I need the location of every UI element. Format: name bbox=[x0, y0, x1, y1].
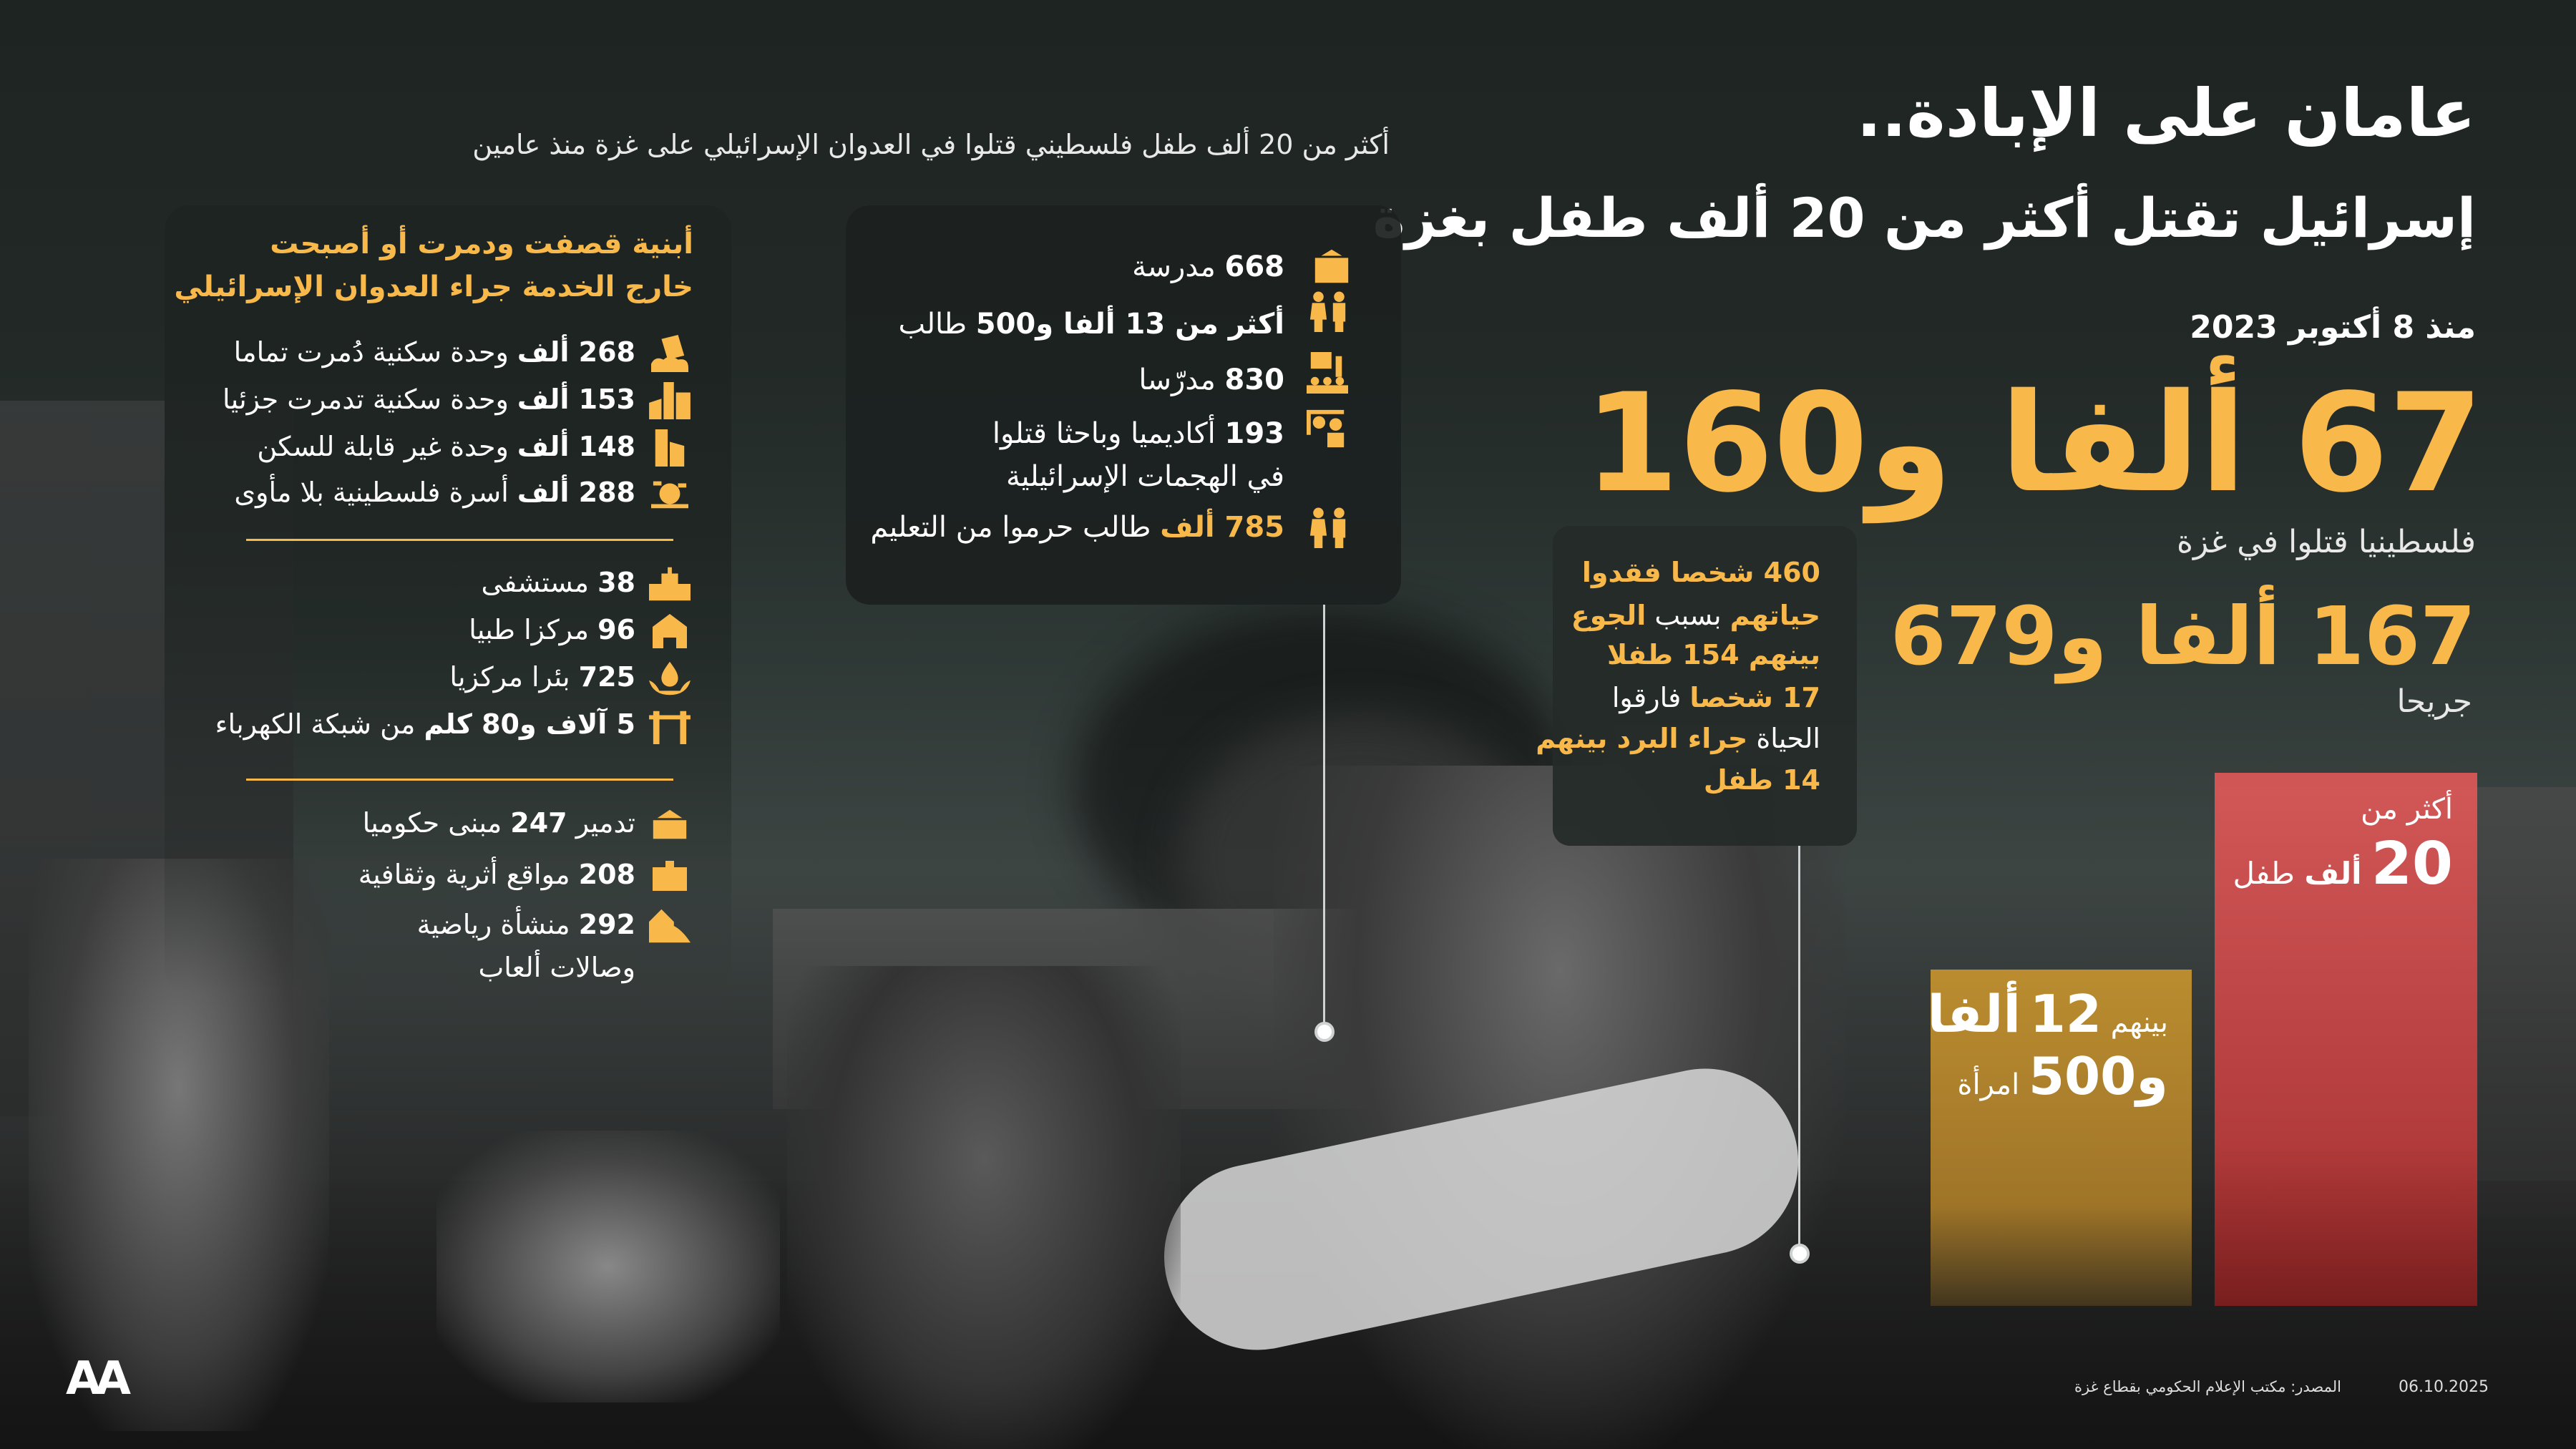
list-item: 268 ألف وحدة سكنية دُمرت تماما bbox=[233, 336, 635, 368]
list-item: 148 ألف وحدة غير قابلة للسكن bbox=[257, 431, 635, 462]
aa-logo: AA bbox=[66, 1352, 131, 1405]
uninhabitable-building-icon bbox=[655, 429, 685, 467]
divider bbox=[246, 779, 673, 781]
hospital-icon bbox=[649, 565, 691, 602]
list-item-continued: في الهجمات الإسرائيلية bbox=[1005, 460, 1284, 493]
homeless-family-icon bbox=[649, 475, 691, 512]
page-title: عامان على الإبادة.. bbox=[1856, 75, 2476, 152]
list-item: أكثر من 13 ألفا و500 طالب bbox=[898, 308, 1284, 341]
destroyed-building-icon bbox=[649, 335, 691, 372]
children-prefix: أكثر من bbox=[2361, 793, 2453, 826]
mother-child-photo bbox=[787, 966, 1181, 1449]
injured-label: جريحا bbox=[2396, 683, 2472, 720]
divider bbox=[246, 539, 673, 541]
water-well-icon bbox=[649, 660, 691, 697]
list-item: 830 مدرّسا bbox=[1138, 364, 1284, 396]
sports-facility-icon bbox=[649, 907, 691, 945]
hunger-panel bbox=[1553, 526, 1857, 846]
car-loaded-photo bbox=[436, 1131, 780, 1402]
hunger-line: بينهم 154 طفلا bbox=[1607, 639, 1820, 670]
damaged-buildings-icon bbox=[649, 382, 691, 419]
children-box bbox=[2215, 773, 2477, 1306]
injured-count: 167 ألفا و679 bbox=[1890, 590, 2476, 683]
since-date: منذ 8 أكتوبر 2023 bbox=[2190, 309, 2476, 346]
students-icon bbox=[1308, 288, 1350, 335]
women-box bbox=[1931, 970, 2192, 1306]
power-grid-icon bbox=[649, 707, 691, 744]
buildings-panel bbox=[165, 205, 731, 992]
list-item: 5 آلاف و80 كلم من شبكة الكهرباء bbox=[215, 708, 635, 740]
list-item: 668 مدرسة bbox=[1132, 250, 1284, 283]
medical-center-icon bbox=[653, 613, 687, 650]
list-item: تدمير 247 مبنى حكوميا bbox=[362, 807, 635, 839]
hunger-line: 17 شخصا فارقوا bbox=[1611, 682, 1820, 713]
list-item: 785 ألف طالب حرموا من التعليم bbox=[870, 511, 1284, 544]
heritage-site-icon bbox=[653, 857, 687, 894]
page-title-line2: إسرائيل تقتل أكثر من 20 ألف طفل بغزة bbox=[1372, 186, 2476, 250]
hunger-line: 460 شخصا فقدوا bbox=[1581, 557, 1820, 588]
list-item: 96 مركزا طبيا bbox=[469, 614, 635, 645]
killed-label: فلسطينيا قتلوا في غزة bbox=[2176, 524, 2476, 560]
connector-dot bbox=[1790, 1244, 1810, 1264]
students-icon bbox=[1308, 504, 1350, 551]
subtitle: أكثر من 20 ألف طفل فلسطيني قتلوا في العد… bbox=[472, 129, 1390, 160]
hunger-line: حياتهم بسبب الجوع bbox=[1571, 600, 1820, 631]
list-item-continued: وصالات ألعاب bbox=[478, 952, 635, 983]
connector-line bbox=[1798, 846, 1800, 1252]
education-panel bbox=[846, 205, 1401, 605]
list-item: 38 مستشفى bbox=[481, 567, 636, 598]
buildings-heading: أبنية قصفت ودمرت أو أصبحت bbox=[270, 228, 693, 260]
academic-icon bbox=[1307, 408, 1348, 449]
hunger-line: الحياة جراء البرد بينهم bbox=[1536, 723, 1820, 754]
list-item: 153 ألف وحدة سكنية تدمرت جزئيا bbox=[223, 384, 635, 415]
school-icon bbox=[1311, 248, 1352, 285]
government-building-icon bbox=[649, 806, 691, 843]
list-item: 292 منشأة رياضية bbox=[416, 909, 635, 940]
women-count-line2: و500 امرأة bbox=[1957, 1046, 2168, 1106]
hunger-line: 14 طفل bbox=[1703, 764, 1820, 796]
publish-date: 06.10.2025 bbox=[2399, 1378, 2489, 1396]
women-count: بينهم 12 ألفا bbox=[1927, 984, 2168, 1044]
list-item: 288 ألف أسرة فلسطينية بلا مأوى bbox=[234, 477, 635, 508]
children-count: 20 ألف طفل bbox=[2233, 830, 2453, 898]
list-item: 193 أكاديميا وباحثا قتلوا bbox=[992, 417, 1284, 450]
connector-dot bbox=[1314, 1022, 1335, 1042]
list-item: 208 مواقع أثرية وثقافية bbox=[358, 859, 635, 890]
source-credit: المصدر: مكتب الإعلام الحكومي بقطاع غزة bbox=[2074, 1378, 2341, 1395]
connector-line bbox=[1323, 605, 1325, 1030]
buildings-heading-line2: خارج الخدمة جراء العدوان الإسرائيلي bbox=[174, 270, 693, 303]
killed-count: 67 ألفا و160 bbox=[1584, 364, 2483, 522]
teacher-icon bbox=[1307, 349, 1348, 396]
list-item: 725 بئرا مركزيا bbox=[449, 661, 635, 693]
